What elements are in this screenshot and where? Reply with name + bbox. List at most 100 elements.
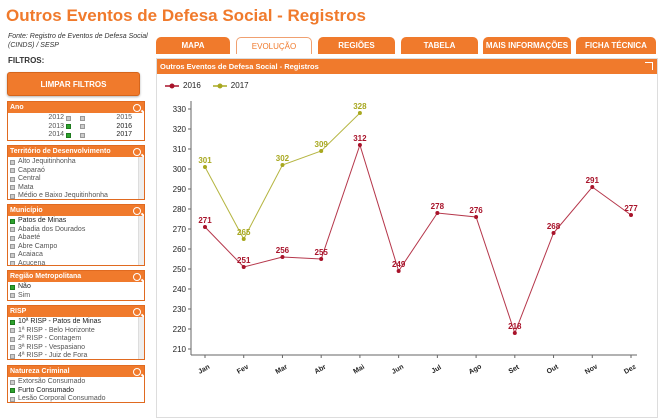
filter-option[interactable]: 3ª RISP - Vespasiano: [10, 344, 142, 353]
filter-option[interactable]: 2ª RISP - Contagem: [10, 335, 142, 344]
tab-4[interactable]: TABELA: [401, 37, 478, 54]
filter-option[interactable]: Açucena: [10, 260, 142, 265]
checkbox[interactable]: [10, 227, 15, 233]
data-label: 271: [198, 216, 212, 225]
data-point[interactable]: [396, 269, 401, 273]
filter-option[interactable]: Caparaó: [10, 167, 142, 176]
data-point[interactable]: [319, 149, 324, 153]
year-option[interactable]: 2014: [10, 131, 74, 140]
checkbox[interactable]: [10, 388, 15, 394]
checkbox[interactable]: [66, 115, 71, 121]
checkbox[interactable]: [80, 115, 85, 121]
search-icon[interactable]: [133, 367, 141, 376]
tab-3[interactable]: REGIÕES: [318, 37, 395, 54]
filter-risp-title: RISP: [10, 308, 27, 315]
tab-2[interactable]: EVOLUÇÃO: [236, 37, 312, 54]
legend-item[interactable]: 2016: [165, 81, 201, 90]
data-point[interactable]: [629, 213, 633, 217]
checkbox[interactable]: [10, 244, 15, 250]
filter-risp: RISP 10ª RISP - Patos de Minas 1ª RISP - …: [7, 305, 145, 360]
checkbox[interactable]: [10, 185, 15, 191]
expand-icon[interactable]: [645, 62, 653, 70]
checkbox[interactable]: [10, 193, 15, 199]
year-option[interactable]: 2016: [74, 123, 138, 132]
year-option[interactable]: 2013: [10, 123, 74, 132]
checkbox[interactable]: [10, 396, 15, 402]
x-tick-label: Mai: [352, 364, 366, 376]
checkbox[interactable]: [10, 176, 15, 182]
filter-option[interactable]: Médio e Baixo Jequitinhonha: [10, 192, 142, 199]
checkbox[interactable]: [10, 345, 15, 351]
checkbox[interactable]: [10, 319, 15, 325]
year-option[interactable]: 2015: [74, 114, 138, 123]
data-point[interactable]: [551, 231, 556, 235]
checkbox[interactable]: [10, 159, 15, 165]
checkbox[interactable]: [10, 353, 15, 359]
search-icon[interactable]: [133, 147, 141, 156]
search-icon[interactable]: [133, 206, 141, 215]
filter-option[interactable]: Abre Campo: [10, 243, 142, 252]
tab-5[interactable]: MAIS INFORMAÇÕES: [483, 37, 571, 54]
checkbox[interactable]: [10, 235, 15, 241]
checkbox[interactable]: [66, 132, 71, 138]
filter-option[interactable]: Patos de Minas: [10, 217, 142, 226]
y-tick-label: 280: [173, 205, 187, 214]
filter-option[interactable]: Acaiaca: [10, 251, 142, 260]
search-icon[interactable]: [133, 307, 141, 316]
data-point[interactable]: [241, 265, 246, 269]
data-point[interactable]: [357, 143, 362, 147]
checkbox[interactable]: [10, 168, 15, 174]
legend-item[interactable]: 2017: [212, 81, 249, 90]
year-option[interactable]: 2017: [74, 131, 138, 140]
filter-option[interactable]: Central: [10, 175, 142, 184]
tab-1[interactable]: MAPA: [156, 37, 230, 54]
data-point[interactable]: [203, 165, 207, 169]
search-icon[interactable]: [133, 272, 141, 281]
scrollbar[interactable]: [138, 157, 144, 199]
filter-option[interactable]: Sim: [10, 292, 142, 301]
filter-option[interactable]: Extorsão Consumado: [10, 378, 142, 387]
x-tick-label: Mar: [275, 363, 290, 375]
filter-option[interactable]: Não: [10, 283, 142, 292]
filter-option[interactable]: Mata: [10, 184, 142, 193]
checkbox[interactable]: [10, 252, 15, 258]
data-point[interactable]: [474, 215, 479, 219]
data-point[interactable]: [280, 255, 285, 259]
data-point[interactable]: [590, 185, 595, 189]
data-point[interactable]: [357, 111, 362, 115]
filter-natureza-title: Natureza Criminal: [10, 368, 70, 375]
checkbox[interactable]: [10, 336, 15, 342]
tab-6[interactable]: FICHA TÉCNICA: [576, 37, 656, 54]
clear-filters-button[interactable]: LIMPAR FILTROS: [7, 72, 140, 96]
year-label: 2012: [48, 114, 64, 121]
data-point[interactable]: [280, 163, 285, 167]
checkbox[interactable]: [80, 124, 85, 130]
search-icon[interactable]: [133, 103, 141, 112]
checkbox[interactable]: [10, 379, 15, 385]
checkbox[interactable]: [10, 218, 15, 224]
filter-option[interactable]: Furto Consumado: [10, 387, 142, 396]
filter-option[interactable]: Abaeté: [10, 234, 142, 243]
data-point[interactable]: [435, 211, 440, 215]
filter-option[interactable]: Abadia dos Dourados: [10, 226, 142, 235]
data-point[interactable]: [241, 237, 246, 241]
checkbox[interactable]: [10, 293, 15, 299]
data-point[interactable]: [203, 225, 207, 229]
filter-option[interactable]: 4ª RISP - Juiz de Fora: [10, 352, 142, 359]
year-option[interactable]: 2012: [10, 114, 74, 123]
checkbox[interactable]: [80, 132, 85, 138]
filter-option[interactable]: Lesão Corporal Consumado: [10, 395, 142, 402]
checkbox[interactable]: [10, 261, 15, 265]
scrollbar[interactable]: [138, 216, 144, 265]
filter-option[interactable]: Alto Jequitinhonha: [10, 158, 142, 167]
checkbox[interactable]: [10, 284, 15, 290]
data-point[interactable]: [512, 331, 517, 335]
filter-option[interactable]: 1ª RISP - Belo Horizonte: [10, 327, 142, 336]
checkbox[interactable]: [10, 328, 15, 334]
data-point[interactable]: [319, 257, 324, 261]
filter-risp-list: 10ª RISP - Patos de Minas 1ª RISP - Belo …: [8, 317, 144, 359]
filter-option[interactable]: 10ª RISP - Patos de Minas: [10, 318, 142, 327]
scrollbar[interactable]: [138, 317, 144, 359]
filter-option-label: Abre Campo: [18, 242, 58, 250]
checkbox[interactable]: [66, 124, 71, 130]
